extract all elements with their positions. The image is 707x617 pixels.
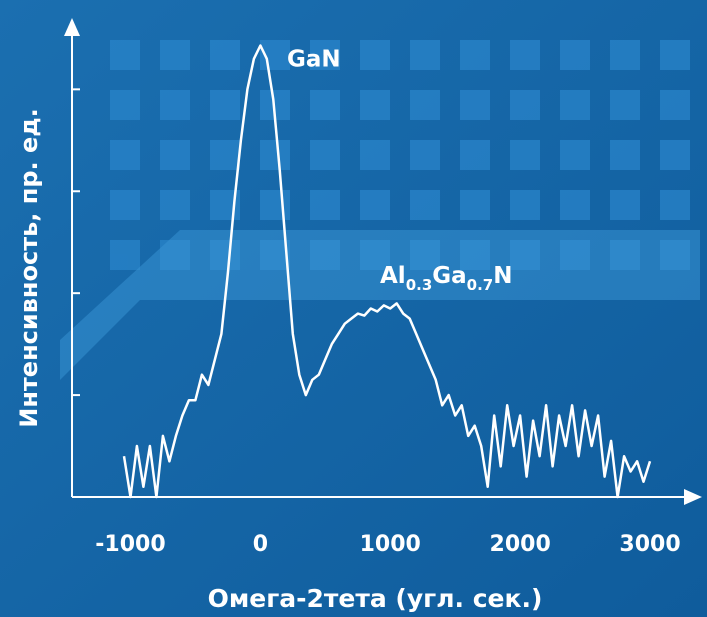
background-square (160, 190, 190, 220)
background-square (360, 40, 390, 70)
background-square (660, 140, 690, 170)
background-square (560, 40, 590, 70)
background-square (260, 140, 290, 170)
background-square (110, 90, 140, 120)
background-square (310, 190, 340, 220)
background-square (210, 40, 240, 70)
background-square (660, 90, 690, 120)
background-square (510, 40, 540, 70)
annotation-part: Ga (432, 263, 466, 289)
background-square (310, 140, 340, 170)
background-square (160, 90, 190, 120)
x-tick-label: -1000 (95, 532, 165, 557)
background-square (510, 190, 540, 220)
background-square (510, 140, 540, 170)
background-square (110, 240, 140, 270)
background-square (560, 190, 590, 220)
background-square (610, 90, 640, 120)
x-axis-label: Омега-2тета (угл. сек.) (208, 584, 543, 613)
background-square (260, 190, 290, 220)
background-square (410, 90, 440, 120)
background-square (610, 140, 640, 170)
background-square (360, 90, 390, 120)
background-square (560, 140, 590, 170)
background-square (460, 190, 490, 220)
background-square (110, 40, 140, 70)
background-square (110, 140, 140, 170)
annotation-part: N (493, 263, 512, 289)
background-square (460, 40, 490, 70)
background-square (310, 90, 340, 120)
background-square (610, 190, 640, 220)
annotation-part: Al (380, 263, 406, 289)
background-square (560, 90, 590, 120)
background-square (410, 190, 440, 220)
x-tick-label: 2000 (490, 532, 551, 557)
x-tick-label: 0 (253, 532, 268, 557)
background-square (460, 90, 490, 120)
annotation-subscript: 0.7 (467, 276, 494, 294)
background-square (410, 140, 440, 170)
chart: Омега-2тета (угл. сек.) Интенсивность, п… (0, 0, 707, 617)
background-square (410, 40, 440, 70)
background-square (360, 190, 390, 220)
background-square (360, 140, 390, 170)
background-square (160, 40, 190, 70)
background-square (210, 90, 240, 120)
background-square (510, 90, 540, 120)
annotation-subscript: 0.3 (406, 276, 433, 294)
background-square (160, 140, 190, 170)
background-square (110, 190, 140, 220)
background-square (610, 40, 640, 70)
x-tick-label: 1000 (360, 532, 421, 557)
background-square (660, 190, 690, 220)
background-square (210, 140, 240, 170)
y-axis-label: Интенсивность, пр. ед. (15, 108, 43, 428)
background-square (460, 140, 490, 170)
background-square (660, 40, 690, 70)
x-tick-label: 3000 (619, 532, 680, 557)
annotation: GaN (287, 47, 341, 73)
